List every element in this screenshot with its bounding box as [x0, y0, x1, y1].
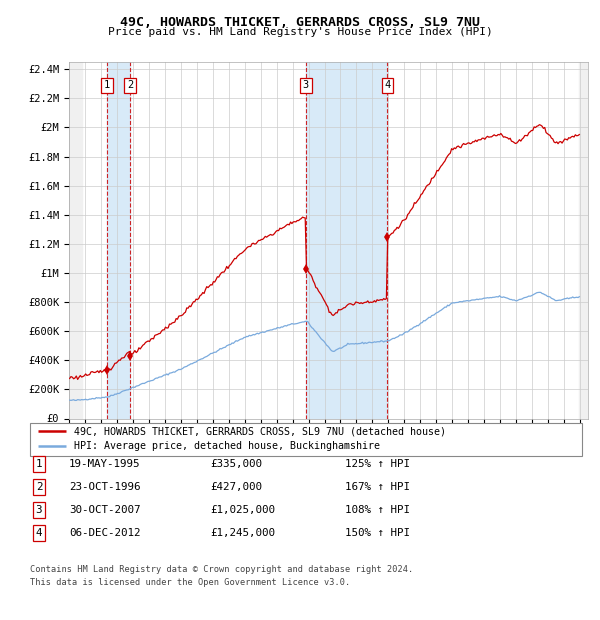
Text: 108% ↑ HPI: 108% ↑ HPI: [345, 505, 410, 515]
Text: 4: 4: [384, 80, 391, 90]
FancyBboxPatch shape: [30, 423, 582, 456]
Text: 1: 1: [36, 459, 42, 469]
Text: 49C, HOWARDS THICKET, GERRARDS CROSS, SL9 7NU (detached house): 49C, HOWARDS THICKET, GERRARDS CROSS, SL…: [74, 426, 446, 436]
Text: Contains HM Land Registry data © Crown copyright and database right 2024.: Contains HM Land Registry data © Crown c…: [30, 565, 413, 575]
Text: 3: 3: [36, 505, 42, 515]
Bar: [107, 62, 130, 419]
Text: 1: 1: [104, 80, 110, 90]
Text: 49C, HOWARDS THICKET, GERRARDS CROSS, SL9 7NU: 49C, HOWARDS THICKET, GERRARDS CROSS, SL…: [120, 16, 480, 29]
Text: 23-OCT-1996: 23-OCT-1996: [69, 482, 140, 492]
Text: HPI: Average price, detached house, Buckinghamshire: HPI: Average price, detached house, Buck…: [74, 441, 380, 451]
Text: 06-DEC-2012: 06-DEC-2012: [69, 528, 140, 538]
Bar: [306, 62, 387, 419]
Text: £1,245,000: £1,245,000: [210, 528, 275, 538]
Text: £335,000: £335,000: [210, 459, 262, 469]
Text: 3: 3: [302, 80, 309, 90]
Text: 2: 2: [36, 482, 42, 492]
Text: Price paid vs. HM Land Registry's House Price Index (HPI): Price paid vs. HM Land Registry's House …: [107, 27, 493, 37]
Text: 167% ↑ HPI: 167% ↑ HPI: [345, 482, 410, 492]
Text: 30-OCT-2007: 30-OCT-2007: [69, 505, 140, 515]
Text: 2: 2: [127, 80, 133, 90]
Text: £1,025,000: £1,025,000: [210, 505, 275, 515]
Text: 150% ↑ HPI: 150% ↑ HPI: [345, 528, 410, 538]
Bar: [579, 62, 588, 419]
Text: 4: 4: [36, 528, 42, 538]
Text: £427,000: £427,000: [210, 482, 262, 492]
Text: This data is licensed under the Open Government Licence v3.0.: This data is licensed under the Open Gov…: [30, 578, 350, 587]
Bar: [69, 62, 83, 419]
Text: 125% ↑ HPI: 125% ↑ HPI: [345, 459, 410, 469]
Text: 19-MAY-1995: 19-MAY-1995: [69, 459, 140, 469]
